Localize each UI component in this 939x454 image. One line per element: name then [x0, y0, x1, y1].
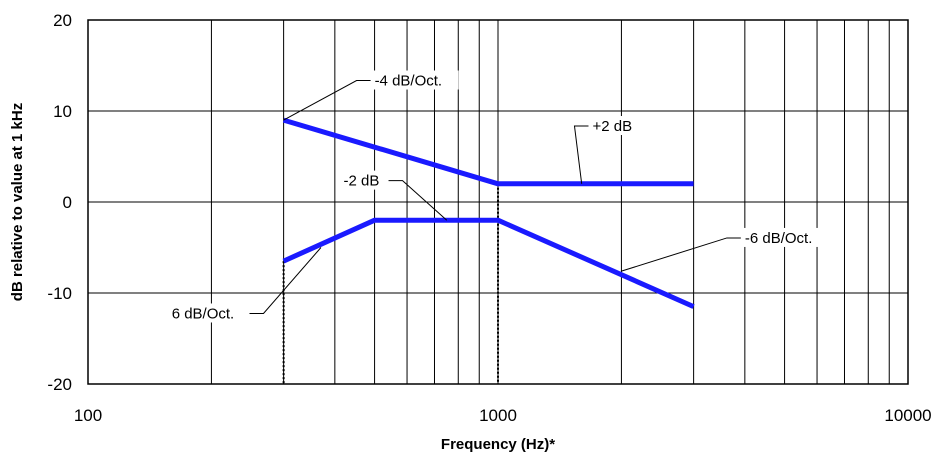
annotation-label-bg [169, 303, 248, 323]
y-tick-label: -10 [47, 284, 72, 303]
x-tick-labels: 100 1000 10000 [74, 406, 932, 425]
annotation-label-bg [590, 116, 636, 136]
x-axis-label: Frequency (Hz)* [441, 436, 555, 453]
annotation-label: -2 dB [344, 173, 380, 190]
y-tick-label: 20 [53, 11, 72, 30]
y-tick-label: -20 [47, 375, 72, 394]
y-axis-label: dB relative to value at 1 kHz [9, 103, 26, 301]
annotation-label: +2 dB [592, 118, 632, 135]
x-tick-label: 100 [74, 406, 102, 425]
annotation-label-bg [742, 227, 829, 247]
annotation-label: -4 dB/Oct. [375, 73, 443, 90]
x-tick-label: 10000 [884, 406, 931, 425]
annotation-leaders [249, 80, 741, 314]
plot-frame [87, 19, 909, 385]
annotation-labels: -4 dB/Oct. +2 dB -2 dB -6 dB/Oct. 6 dB/Oct. [169, 70, 829, 323]
x-tick-label: 1000 [479, 406, 517, 425]
annotation-label: -6 dB/Oct. [745, 230, 813, 247]
annotation-label-bg [341, 170, 387, 190]
y-tick-label: 10 [53, 102, 72, 121]
annotation-label: 6 dB/Oct. [172, 305, 235, 322]
annotation-leader [283, 80, 371, 121]
annotation-label-bg [372, 70, 459, 90]
drop-lines [282, 183, 499, 384]
series-lines [282, 117, 695, 309]
series-line-1 [282, 117, 694, 187]
series-line-2 [282, 217, 695, 309]
annotation-leader [388, 180, 448, 221]
annotation-leader [249, 247, 322, 314]
annotation-leader [621, 237, 741, 272]
annotation-leader [573, 125, 589, 184]
y-tick-labels: 20 10 0 -10 -20 [47, 11, 72, 394]
y-tick-label: 0 [63, 193, 72, 212]
